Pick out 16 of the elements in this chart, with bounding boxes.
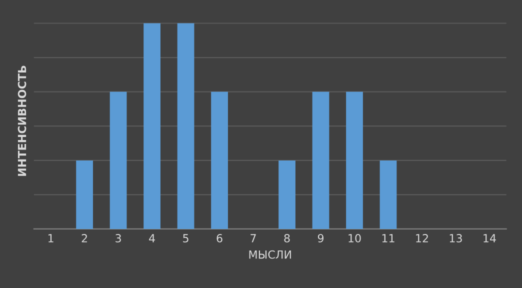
x-tick-label: 6	[216, 234, 222, 242]
x-tick-label: 9	[318, 234, 324, 242]
x-tick-label: 5	[183, 234, 188, 242]
y-axis-title: ИНТЕНСИВНОСТЬ	[18, 66, 26, 176]
x-tick-label: 7	[250, 234, 256, 242]
x-tick-label: 13	[450, 234, 462, 242]
x-tick-label: 10	[348, 234, 361, 242]
x-tick-label: 12	[416, 234, 428, 242]
x-tick-label: 1	[48, 234, 54, 242]
x-axis-title: МЫСЛИ	[249, 250, 291, 259]
x-tick-label: 8	[284, 234, 290, 242]
x-tick-label: 11	[382, 234, 394, 242]
x-tick-label: 3	[116, 234, 121, 242]
x-tick-label: 14	[484, 234, 496, 242]
x-tick-label: 2	[82, 234, 87, 242]
x-tick-label: 4	[149, 234, 155, 242]
